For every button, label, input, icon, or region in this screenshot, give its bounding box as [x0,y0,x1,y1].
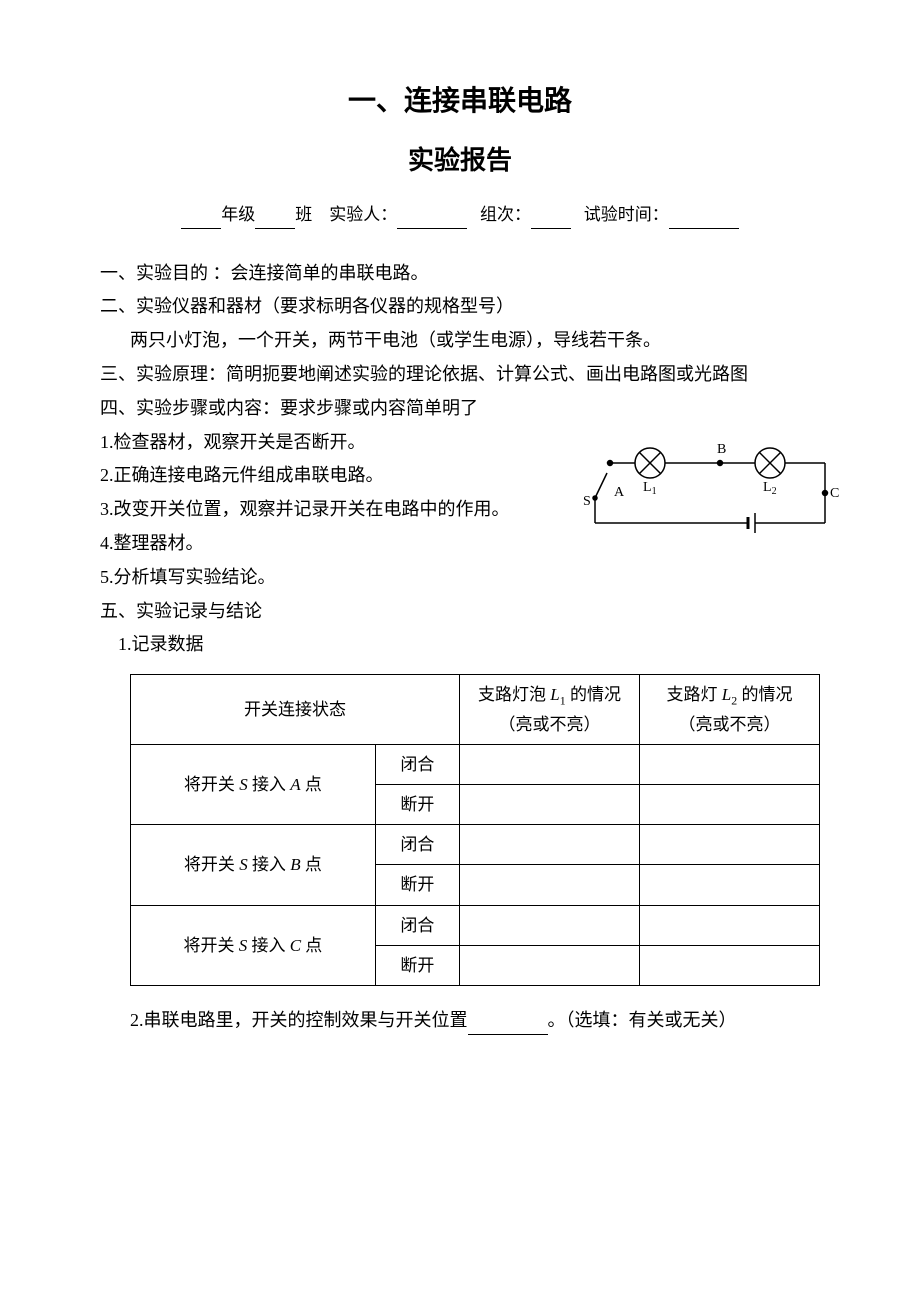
conclusion-line: 2.串联电路里，开关的控制效果与开关位置 。（选填：有关或无关） [130,1006,820,1035]
sub-title: 实验报告 [100,140,820,182]
cell-state: 断开 [375,784,459,824]
form-header: 年级 班 实验人： 组次： 试验时间： [100,201,820,228]
cell-empty[interactable] [460,825,640,865]
class-blank[interactable] [255,208,295,228]
cell-state: 闭合 [375,825,459,865]
step-3: 3.改变开关位置，观察并记录开关在电路中的作用。 [100,495,570,524]
steps-and-diagram: 1.检查器材，观察开关是否断开。 2.正确连接电路元件组成串联电路。 3.改变开… [100,428,820,592]
section-5-sub1: 1.记录数据 [118,630,820,659]
table-row: 将开关 S 接入 A 点 闭合 [131,744,820,784]
row-B-label: 将开关 S 接入 B 点 [131,825,376,905]
row-A-label: 将开关 S 接入 A 点 [131,744,376,824]
section-1-label: 一、实验目的 ： [100,263,231,283]
table-row: 将开关 S 接入 B 点 闭合 [131,825,820,865]
experimenter-blank[interactable] [397,208,467,228]
group-label: 组次： [480,205,531,224]
section-4: 四、实验步骤或内容：要求步骤或内容简单明了 [100,394,820,423]
section-4-content: 要求步骤或内容简单明了 [280,398,478,418]
step-5: 5.分析填写实验结论。 [100,563,570,592]
row-C-label: 将开关 S 接入 C 点 [131,905,376,985]
cell-empty[interactable] [640,905,820,945]
cell-empty[interactable] [460,744,640,784]
label-S: S [583,494,591,509]
cell-state: 闭合 [375,905,459,945]
experimenter-label: 实验人： [329,205,397,224]
label-C: C [830,486,839,501]
step-4: 4.整理器材。 [100,529,570,558]
label-B: B [717,442,726,457]
cell-empty[interactable] [640,784,820,824]
section-3-label: 三、实验原理： [100,364,226,384]
time-blank[interactable] [669,208,739,228]
label-L1: L1 [643,480,657,497]
grade-label: 年级 [221,205,255,224]
circuit-diagram: S A B C L1 L2 [580,433,840,543]
conclusion-post: 。（选填：有关或无关） [548,1010,737,1030]
label-A: A [614,485,625,500]
section-3-content: 简明扼要地阐述实验的理论依据、计算公式、画出电路图或光路图 [226,364,748,384]
section-1-content: 会连接简单的串联电路。 [231,263,429,283]
group-blank[interactable] [531,208,571,228]
section-2-label: 二、实验仪器和器材（要求标明各仪器的规格型号） [100,296,514,316]
section-1: 一、实验目的 ：会连接简单的串联电路。 [100,259,820,288]
conclusion-pre: 2.串联电路里，开关的控制效果与开关位置 [130,1010,468,1030]
cell-state: 断开 [375,865,459,905]
cell-empty[interactable] [460,784,640,824]
label-L2: L2 [763,480,777,497]
grade-blank[interactable] [181,208,221,228]
main-title: 一、连接串联电路 [100,80,820,125]
cell-empty[interactable] [640,945,820,985]
table-header-L1: 支路灯泡 L1 的情况（亮或不亮） [460,675,640,745]
step-1: 1.检查器材，观察开关是否断开。 [100,428,570,457]
step-2: 2.正确连接电路元件组成串联电路。 [100,461,570,490]
table-header-L2: 支路灯 L2 的情况（亮或不亮） [640,675,820,745]
section-5: 五、实验记录与结论 [100,597,820,626]
section-2: 二、实验仪器和器材（要求标明各仪器的规格型号） [100,292,820,321]
table-row: 将开关 S 接入 C 点 闭合 [131,905,820,945]
cell-empty[interactable] [640,825,820,865]
cell-empty[interactable] [640,744,820,784]
conclusion-blank[interactable] [468,1013,548,1035]
class-label: 班 [295,205,312,224]
section-2-content: 两只小灯泡，一个开关，两节干电池（或学生电源），导线若干条。 [100,326,820,355]
time-label: 试验时间： [584,205,669,224]
cell-empty[interactable] [640,865,820,905]
cell-state: 闭合 [375,744,459,784]
cell-state: 断开 [375,945,459,985]
section-4-label: 四、实验步骤或内容： [100,398,280,418]
cell-empty[interactable] [460,945,640,985]
cell-empty[interactable] [460,865,640,905]
data-table: 开关连接状态 支路灯泡 L1 的情况（亮或不亮） 支路灯 L2 的情况（亮或不亮… [130,674,820,986]
section-3: 三、实验原理：简明扼要地阐述实验的理论依据、计算公式、画出电路图或光路图 [100,360,820,389]
table-header-switch: 开关连接状态 [131,675,460,745]
cell-empty[interactable] [460,905,640,945]
